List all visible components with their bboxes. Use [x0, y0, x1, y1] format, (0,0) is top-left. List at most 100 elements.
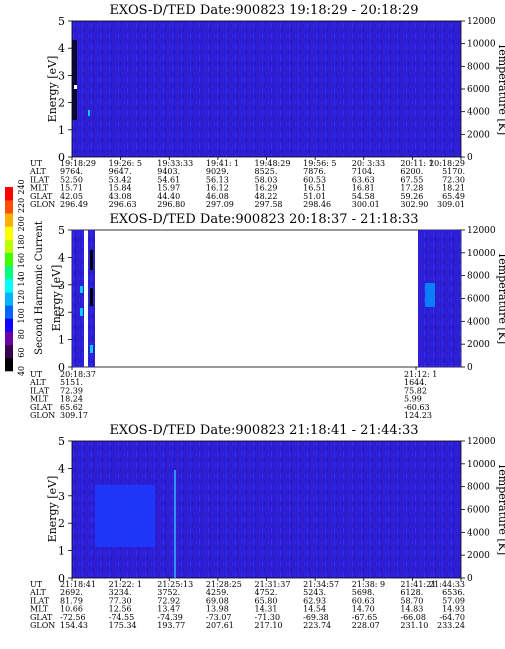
y2tick-label: 10000 — [467, 40, 496, 50]
ephemeris-value: 1644. — [404, 378, 427, 387]
ephemeris-value: 48.22 — [255, 192, 278, 201]
y2tick-label: 10000 — [467, 460, 496, 470]
ephemeris-value: 46.08 — [206, 192, 229, 201]
colorbar-label: Second Harmonic Current — [34, 221, 45, 355]
panel-3-y2label: Temperature [K] — [496, 463, 505, 555]
ephemeris-value: 21:25:13 — [157, 580, 193, 589]
colorbar-swatch — [5, 344, 13, 359]
ephemeris-value: 5243. — [303, 588, 326, 597]
ephemeris-value: 7104. — [352, 167, 375, 176]
ephemeris-value: 20: 3:33 — [352, 159, 385, 168]
colorbar-tick-label: 140 — [17, 271, 26, 286]
ephemeris-value: 21:31:37 — [255, 580, 291, 589]
panel-2: EXOS-D/TED Date:900823 20:18:37 - 21:18:… — [29, 212, 505, 420]
ephemeris-value: 3752. — [157, 588, 180, 597]
panel-3-yticks: 0 1 2 3 4 5 — [58, 435, 72, 585]
ephemeris-value: 72.30 — [442, 175, 465, 184]
ephemeris-value: 124.23 — [404, 411, 432, 420]
colorbar-swatch — [5, 265, 13, 280]
ephemeris-value: 18.21 — [442, 184, 465, 193]
panel-2-data-strip-a — [72, 230, 84, 367]
ephemeris-row-label: ILAT — [30, 386, 50, 395]
ephemeris-value: 14.31 — [255, 605, 278, 614]
ephemeris-value: 44.40 — [157, 192, 180, 201]
panel-1-plot-area — [71, 20, 462, 158]
ephemeris-value: -67.65 — [352, 613, 378, 622]
ephemeris-value: 4752. — [255, 588, 278, 597]
ephemeris-value: 19:56: 5 — [303, 159, 336, 168]
y2tick-label: 4000 — [467, 108, 490, 118]
ytick-label: 5 — [58, 435, 65, 448]
ephemeris-value: 20:18:29 — [429, 159, 465, 168]
y2tick-label: 2000 — [467, 130, 490, 140]
colorbar-swatch — [5, 331, 13, 346]
ephemeris-value: 51.01 — [303, 192, 326, 201]
panel-2-cyan-spot-c — [90, 345, 93, 353]
panel-1-ylabel: Energy [eV] — [46, 56, 59, 123]
y2tick-label: 0 — [467, 363, 473, 373]
ephemeris-value: 8525. — [255, 167, 278, 176]
colorbar-tick-label: 200 — [17, 216, 26, 231]
ephemeris-value: 77.30 — [109, 596, 132, 605]
ephemeris-value: 14.70 — [352, 605, 375, 614]
ephemeris-row-label: ILAT — [30, 175, 50, 184]
ephemeris-value: -73.07 — [206, 613, 232, 622]
ephemeris-value: 231.10 — [400, 621, 428, 630]
y2tick-label: 12000 — [467, 17, 496, 27]
ytick-label: 0 — [58, 572, 65, 585]
ephemeris-value: 17.28 — [400, 184, 423, 193]
ephemeris-row-label: MLT — [30, 184, 49, 193]
y2tick-label: 6000 — [467, 85, 490, 95]
y2tick-label: 8000 — [467, 483, 490, 493]
ephemeris-value: 12.56 — [109, 605, 132, 614]
ephemeris-row-label: MLT — [30, 395, 49, 404]
y2tick-label: 8000 — [467, 272, 490, 282]
colorbar: 40 60 80 100 120 140 160 180 200 220 240 Second Ha… — [5, 179, 45, 376]
colorbar-tick-label: 80 — [17, 329, 26, 339]
ephemeris-value: 21:38: 9 — [352, 580, 385, 589]
ephemeris-row-label: GLON — [30, 411, 55, 420]
colorbar-tick-label: 60 — [17, 348, 26, 358]
ephemeris-row-label: MLT — [30, 605, 49, 614]
ephemeris-row-label: ALT — [29, 378, 46, 387]
ephemeris-value: 53.42 — [109, 175, 132, 184]
ephemeris-value: 302.90 — [400, 200, 428, 209]
ephemeris-value: 9029. — [206, 167, 229, 176]
ephemeris-value: 207.61 — [206, 621, 234, 630]
ephemeris-value: 21:41:21 — [400, 580, 436, 589]
ephemeris-value: 19:41: 1 — [206, 159, 239, 168]
colorbar-swatch — [5, 239, 13, 254]
ephemeris-value: 21:18:41 — [60, 580, 96, 589]
ephemeris-value: 9764. — [60, 167, 83, 176]
colorbar-ticks: 40 60 80 100 120 140 160 180 200 220 240 — [17, 179, 26, 376]
ephemeris-value: 13.98 — [206, 605, 229, 614]
ephemeris-value: 15.71 — [60, 184, 83, 193]
ephemeris-value: 16.51 — [303, 184, 326, 193]
ephemeris-value: 21:28:25 — [206, 580, 242, 589]
ytick-label: 1 — [58, 124, 65, 137]
ytick-label: 1 — [58, 545, 65, 558]
ephemeris-value: 297.09 — [206, 200, 234, 209]
ephemeris-value: 2692. — [60, 588, 83, 597]
ephemeris-value: 13.47 — [157, 605, 180, 614]
ephemeris-value: 217.10 — [255, 621, 283, 630]
colorbar-tick-label: 100 — [17, 308, 26, 323]
ephemeris-value: 296.49 — [60, 200, 88, 209]
y2tick-label: 12000 — [467, 226, 496, 236]
ephemeris-value: 60.53 — [303, 175, 326, 184]
ytick-label: 2 — [58, 97, 65, 110]
colorbar-swatch — [5, 318, 13, 332]
ephemeris-value: 58.03 — [255, 175, 278, 184]
ytick-label: 4 — [58, 462, 65, 475]
panel-2-title: EXOS-D/TED Date:900823 20:18:37 - 21:18:… — [109, 212, 418, 227]
ephemeris-value: -71.30 — [255, 613, 281, 622]
panel-2-dark-blob-a — [90, 250, 93, 270]
ephemeris-row-label: ALT — [29, 588, 46, 597]
ephemeris-value: 175.34 — [109, 621, 137, 630]
ephemeris-value: 16.81 — [352, 184, 375, 193]
ytick-label: 3 — [58, 490, 65, 503]
ephemeris-value: 3234. — [109, 588, 132, 597]
colorbar-swatch — [5, 292, 13, 306]
ephemeris-value: 65.62 — [60, 403, 83, 412]
ytick-label: 2 — [58, 306, 65, 319]
